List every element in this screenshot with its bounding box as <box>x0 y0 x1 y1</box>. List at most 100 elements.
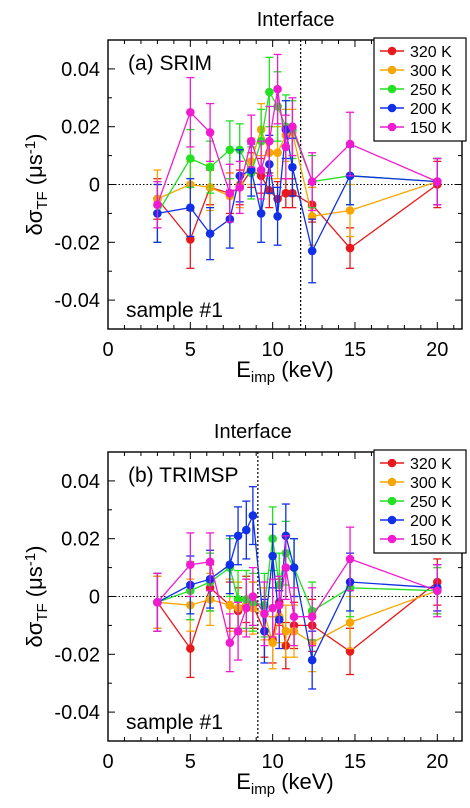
x-tick-label: 10 <box>262 751 284 773</box>
data-point <box>248 511 258 520</box>
data-point <box>186 203 195 212</box>
x-tick-label: 0 <box>102 339 113 361</box>
y-tick-label: 0.02 <box>61 117 100 139</box>
data-point <box>433 586 442 596</box>
legend-marker <box>387 84 397 94</box>
data-point <box>153 597 162 607</box>
x-tick-label: 15 <box>344 751 366 773</box>
data-point <box>268 603 277 613</box>
x-tick-label: 5 <box>185 751 196 773</box>
panel-label: (a) SRIM <box>128 52 212 75</box>
y-tick-label: -0.02 <box>54 232 100 254</box>
y-tick-label: -0.04 <box>54 290 100 312</box>
legend-label: 200 K <box>410 101 452 118</box>
legend-label: 250 K <box>410 494 452 511</box>
data-point <box>288 122 297 131</box>
series-320k <box>153 152 442 269</box>
series-line <box>156 88 438 205</box>
data-point <box>186 644 195 653</box>
data-point <box>345 554 355 564</box>
sample-label: sample #1 <box>126 299 223 322</box>
y-axis-label: δσTF (μs-1) <box>22 134 51 236</box>
interface-label: Interface <box>214 421 292 443</box>
legend-label: 320 K <box>410 44 452 61</box>
legend-item: 200 K <box>380 101 452 118</box>
x-tick-label: 20 <box>426 339 448 361</box>
data-point <box>235 183 245 192</box>
legend-label: 150 K <box>410 120 452 137</box>
legend-marker <box>387 458 397 468</box>
data-point <box>273 211 282 221</box>
x-tick-label: 5 <box>185 339 196 361</box>
legend-item: 300 K <box>380 475 452 492</box>
data-point <box>205 557 215 567</box>
legend-marker <box>387 103 397 113</box>
data-point <box>225 600 235 610</box>
data-point <box>268 551 277 561</box>
series-150k <box>153 53 442 229</box>
legend-label: 150 K <box>410 532 452 549</box>
data-point <box>225 188 235 198</box>
data-point <box>289 612 299 622</box>
data-point <box>307 612 317 622</box>
legend-label: 200 K <box>410 513 452 530</box>
legend-item: 320 K <box>380 44 452 61</box>
data-point <box>273 84 282 94</box>
data-point <box>225 638 235 648</box>
legend-item: 320 K <box>380 456 452 473</box>
data-point <box>345 139 355 149</box>
y-tick-label: -0.02 <box>54 644 100 666</box>
data-point <box>186 560 195 570</box>
legend-item: 200 K <box>380 513 452 530</box>
x-tick-label: 0 <box>102 751 113 773</box>
data-point <box>268 638 277 648</box>
data-point <box>289 563 299 572</box>
data-point <box>225 560 235 570</box>
legend-marker <box>387 65 397 75</box>
data-point <box>274 600 284 610</box>
series-line <box>157 129 438 253</box>
interface-label: Interface <box>257 9 335 31</box>
legend: 320 K 300 K 250 K 200 K 150 K <box>373 37 467 142</box>
series-150k <box>153 526 442 673</box>
legend-marker <box>387 46 397 56</box>
y-tick-label: 0 <box>89 587 100 609</box>
data-point <box>345 243 355 253</box>
data-point <box>205 162 215 172</box>
sample-label: sample #1 <box>126 711 223 734</box>
series-line <box>156 169 438 249</box>
x-tick-label: 10 <box>262 339 284 361</box>
y-tick-label: -0.04 <box>54 702 100 724</box>
legend-marker <box>387 534 397 544</box>
data-point <box>281 142 291 152</box>
data-point <box>225 145 235 155</box>
legend-marker <box>387 496 397 506</box>
data-point <box>246 136 256 146</box>
data-point <box>233 595 243 604</box>
data-point <box>248 592 258 601</box>
y-axis-label: δσTF (μs-1) <box>22 546 51 648</box>
legend: 320 K 300 K 250 K 200 K 150 K <box>373 449 467 554</box>
data-point <box>345 647 355 656</box>
legend-item: 250 K <box>380 82 452 99</box>
legend-item: 150 K <box>380 532 452 549</box>
legend-label: 320 K <box>410 456 452 473</box>
data-point <box>265 136 274 146</box>
data-point <box>233 531 243 541</box>
data-point <box>186 235 195 244</box>
data-point <box>256 165 266 175</box>
data-point <box>153 200 162 210</box>
panel-label: (b) TRIMSP <box>128 464 238 487</box>
chart-panel-1: Interface 0 5 10 15 20 0.04 0.02 0 -0.02 -0.04 δσTF… <box>22 9 467 386</box>
data-point <box>281 626 291 636</box>
data-point <box>256 209 266 218</box>
legend-marker <box>387 515 397 525</box>
legend-item: 250 K <box>380 494 452 511</box>
legend-item: 150 K <box>380 120 452 137</box>
legend-label: 300 K <box>410 475 452 492</box>
legend-marker <box>387 122 397 132</box>
y-tick-label: 0.04 <box>61 59 100 81</box>
data-point <box>233 626 243 636</box>
data-point <box>242 525 251 535</box>
